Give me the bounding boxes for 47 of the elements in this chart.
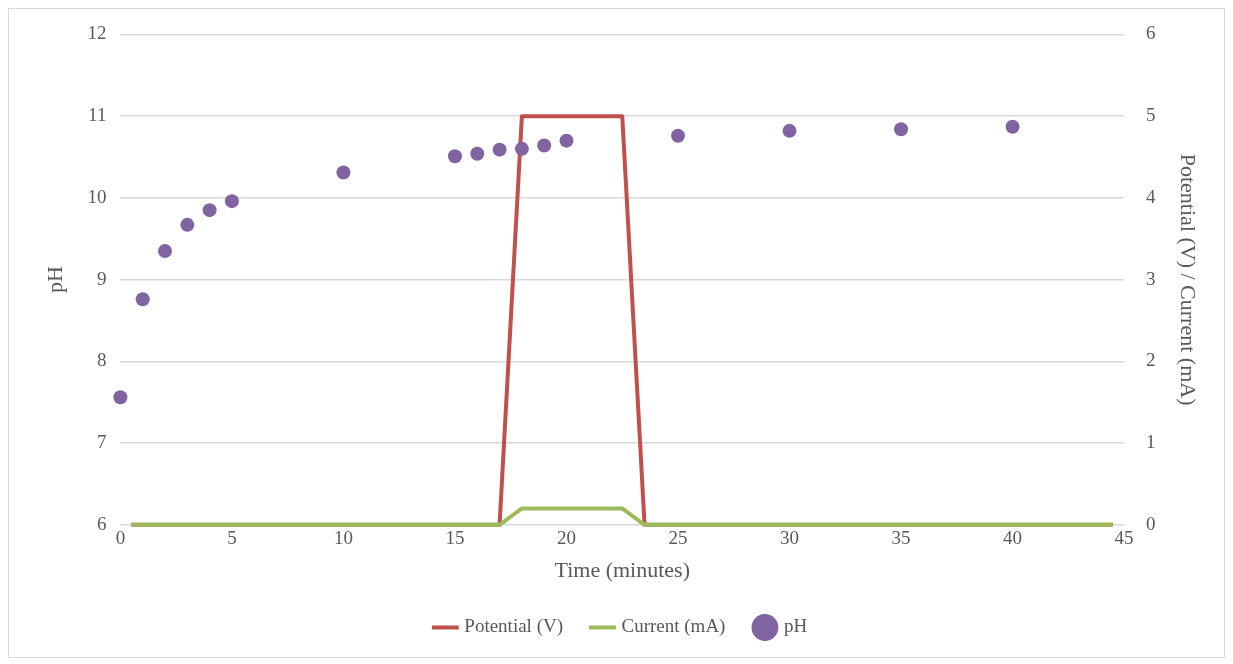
y-tick-label: 10 [87, 185, 107, 207]
point [158, 243, 173, 258]
point [537, 138, 552, 153]
y2-tick-label: 4 [1146, 185, 1157, 207]
y-tick-label: 8 [96, 349, 107, 371]
x-axis-title: Time (minutes) [554, 556, 690, 582]
point [514, 141, 529, 156]
point [782, 123, 797, 138]
y-axis-title: pH [41, 266, 67, 294]
point [559, 133, 574, 148]
y2-tick-label: 5 [1146, 104, 1156, 126]
point [492, 142, 507, 157]
x-tick-label: 15 [445, 527, 465, 549]
x-tick-label: 35 [891, 527, 911, 549]
x-tick-label: 0 [115, 527, 126, 549]
y-tick-label: 11 [88, 104, 107, 126]
y2-tick-label: 0 [1146, 512, 1156, 534]
point [224, 194, 239, 209]
point [180, 217, 195, 232]
x-tick-label: 40 [1003, 527, 1023, 549]
y2-tick-label: 6 [1146, 22, 1156, 44]
legend-label: Potential (V) [464, 615, 564, 638]
x-tick-label: 30 [780, 527, 800, 549]
y-tick-label: 7 [96, 431, 107, 453]
y2-tick-label: 1 [1146, 431, 1156, 453]
y2-axis-title: Potential (V) / Current (mA) [1176, 153, 1202, 406]
x-tick-label: 5 [227, 527, 237, 549]
y-tick-label: 6 [96, 512, 107, 534]
x-tick-label: 25 [668, 527, 688, 549]
y-tick-label: 9 [96, 267, 107, 289]
point [1005, 119, 1020, 134]
point [135, 292, 150, 307]
point [671, 128, 686, 143]
point [470, 146, 485, 161]
point [447, 149, 462, 164]
x-tick-label: 45 [1114, 527, 1134, 549]
legend-label: Current (mA) [621, 615, 726, 638]
x-tick-label: 20 [556, 527, 576, 549]
y2-tick-label: 2 [1146, 349, 1156, 371]
x-tick-label: 10 [333, 527, 353, 549]
y2-tick-label: 3 [1146, 267, 1156, 289]
point [202, 203, 217, 218]
y-tick-label: 12 [87, 22, 107, 44]
point [894, 122, 909, 137]
point [113, 390, 128, 405]
legend-label: pH [783, 615, 808, 637]
point [336, 165, 351, 180]
